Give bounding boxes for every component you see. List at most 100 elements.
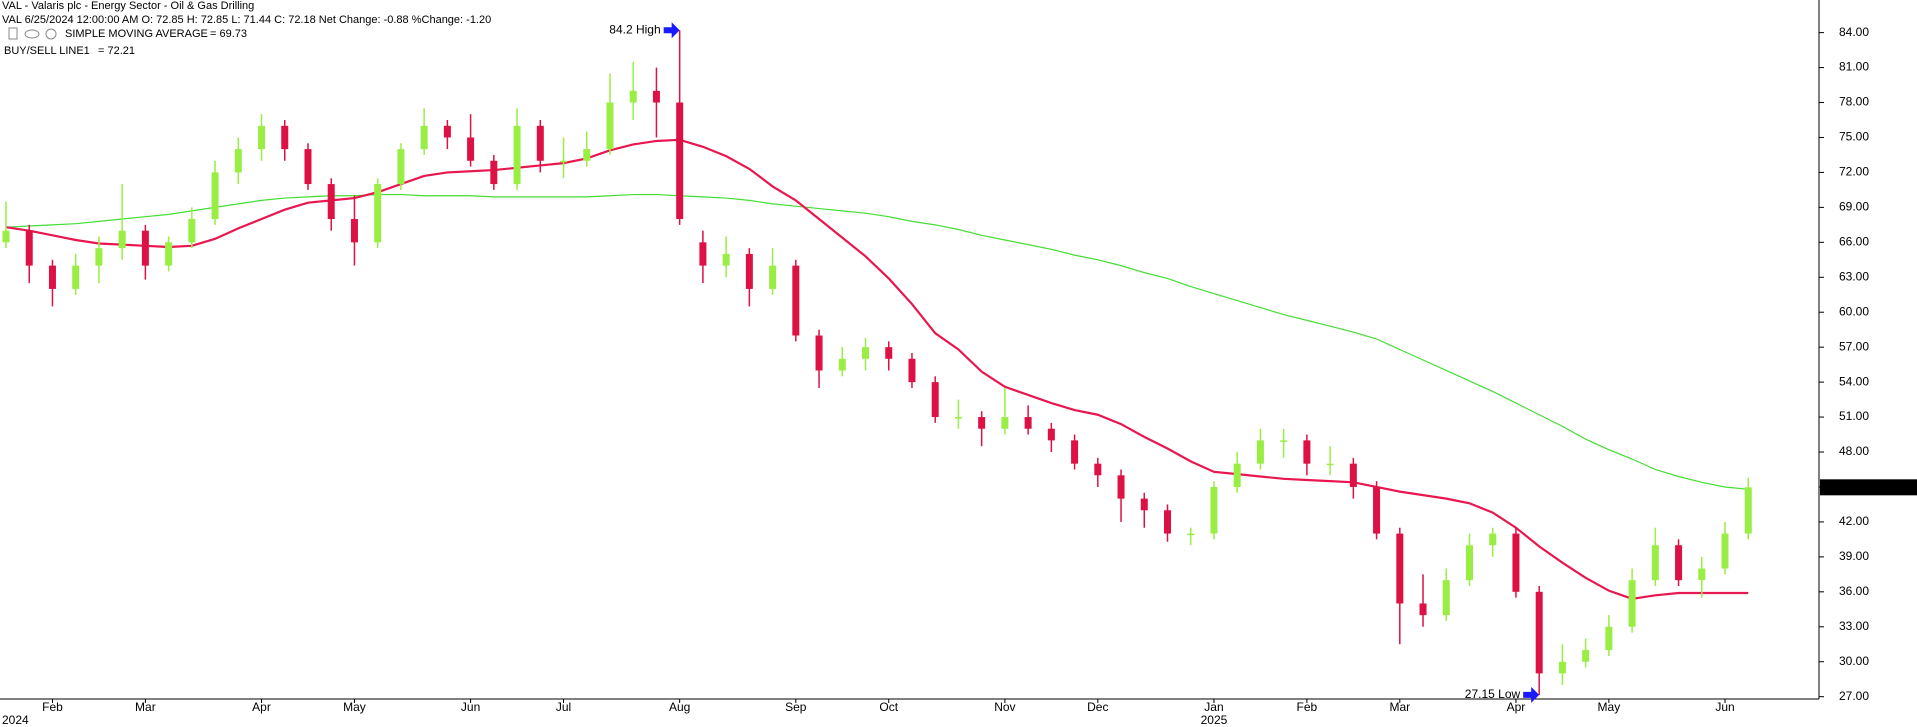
candle-body — [1094, 463, 1102, 476]
last-price-box — [1820, 479, 1917, 496]
y-tick-label: 72.00 — [1839, 165, 1869, 179]
y-tick-label: 75.00 — [1839, 130, 1869, 144]
toolbar-icons[interactable] — [8, 27, 57, 40]
candle-body — [1419, 603, 1427, 616]
y-tick-label: 60.00 — [1839, 304, 1869, 318]
candle-body — [745, 253, 753, 289]
y-tick-label: 42.00 — [1839, 514, 1869, 528]
candle-body — [1605, 626, 1613, 651]
legend-readout: = 69.73 — [210, 28, 247, 40]
candle-body — [1396, 533, 1404, 604]
candle-body — [281, 125, 289, 150]
x-tick-label: Jul — [556, 700, 571, 714]
candle-body — [141, 230, 149, 266]
candle-body — [862, 347, 870, 359]
candle-body — [211, 172, 219, 220]
last-price-label: 44.97 — [1822, 479, 1852, 493]
settings-icon[interactable] — [45, 28, 57, 40]
candle-body — [327, 184, 335, 220]
candle-body — [1721, 533, 1729, 569]
x-tick-label: Apr — [1507, 700, 1526, 714]
high-arrow — [663, 22, 680, 39]
candle-body — [443, 125, 451, 138]
candle-body — [1280, 440, 1288, 442]
y-tick-label: 54.00 — [1839, 374, 1869, 388]
low-label: 27.15 Low — [1465, 687, 1521, 701]
candle-body — [699, 242, 707, 266]
candle-body — [350, 219, 358, 243]
year-label: 2024 — [2, 713, 29, 727]
y-tick-label: 39.00 — [1839, 549, 1869, 563]
candle-body — [1210, 486, 1218, 534]
x-tick-label: May — [1598, 700, 1621, 714]
x-tick-label: Jun — [461, 700, 480, 714]
candle-body — [1164, 510, 1171, 534]
candle-body — [838, 358, 846, 371]
y-tick-label: 33.00 — [1839, 619, 1869, 633]
candle-body — [1535, 591, 1543, 674]
candle-body — [583, 149, 591, 161]
candle-body — [931, 382, 939, 418]
x-tick-label: Apr — [252, 700, 271, 714]
year-label: 2025 — [1201, 713, 1228, 727]
y-tick-label: 48.00 — [1839, 444, 1869, 458]
candle-body — [234, 149, 242, 173]
candle-body — [885, 347, 893, 359]
candle-body — [1558, 661, 1566, 674]
candle-body — [908, 358, 916, 383]
candle-body — [1675, 545, 1683, 581]
x-tick-label: Aug — [669, 700, 690, 714]
candle-body — [1326, 463, 1334, 466]
candle-body — [48, 265, 56, 289]
candle-body — [258, 125, 266, 150]
candle-body — [536, 125, 544, 161]
candle-body — [72, 265, 80, 289]
candle-body — [1651, 545, 1659, 581]
candle-body — [467, 137, 475, 161]
candle-body — [978, 417, 986, 429]
x-tick-label: Feb — [42, 700, 63, 714]
delete-icon[interactable] — [8, 27, 18, 40]
candle-body — [1442, 580, 1450, 616]
candle-body — [1489, 533, 1497, 546]
legend-name: SIMPLE MOVING AVERAGE — [65, 28, 208, 40]
candle-body — [374, 184, 382, 243]
candle-body — [1582, 650, 1590, 662]
y-tick-label: 51.00 — [1839, 409, 1869, 423]
candle-body — [560, 160, 568, 163]
candle-body — [118, 230, 126, 249]
candle-body — [769, 265, 777, 289]
candle-body — [1071, 440, 1079, 464]
y-tick-label: 69.00 — [1839, 200, 1869, 214]
y-tick-label: 63.00 — [1839, 269, 1869, 283]
candle-body — [304, 149, 312, 185]
candle-body — [1140, 498, 1148, 511]
candle-body — [1117, 475, 1125, 499]
candle-body — [1303, 440, 1311, 464]
candle-body — [815, 335, 823, 371]
candle-body — [1373, 486, 1381, 534]
visibility-icon[interactable] — [24, 29, 40, 39]
legend-name: BUY/SELL LINE1 — [4, 45, 90, 57]
candle-body — [629, 90, 637, 103]
candle-body — [1512, 533, 1520, 592]
y-tick-label: 66.00 — [1839, 234, 1869, 248]
x-tick-label: Mar — [1389, 700, 1410, 714]
candle-body — [420, 125, 428, 150]
y-tick-label: 81.00 — [1839, 60, 1869, 74]
candle-body — [513, 125, 521, 185]
x-tick-label: Jan — [1204, 700, 1223, 714]
high-label: 84.2 High — [609, 22, 660, 36]
candle-body — [95, 248, 103, 266]
candle-body — [606, 102, 614, 150]
candle-body — [188, 219, 196, 243]
candle-body — [1047, 428, 1055, 441]
x-tick-label: Sep — [785, 700, 807, 714]
candle-body — [1349, 463, 1357, 487]
legend-readout: = 72.21 — [98, 45, 135, 57]
candle-body — [722, 253, 730, 266]
candle-body — [397, 149, 405, 185]
candle-body — [490, 160, 498, 185]
chart-title: VAL - Valaris plc - Energy Sector - Oil … — [2, 0, 254, 12]
